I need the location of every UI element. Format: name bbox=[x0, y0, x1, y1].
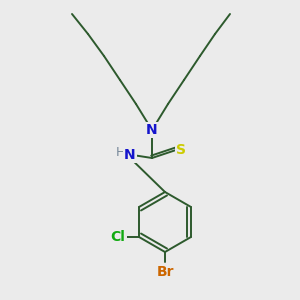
Text: N: N bbox=[124, 148, 136, 162]
Text: Cl: Cl bbox=[111, 230, 125, 244]
Text: S: S bbox=[176, 143, 186, 157]
Text: N: N bbox=[146, 123, 158, 137]
Text: Br: Br bbox=[156, 265, 174, 279]
Text: H: H bbox=[115, 146, 125, 160]
